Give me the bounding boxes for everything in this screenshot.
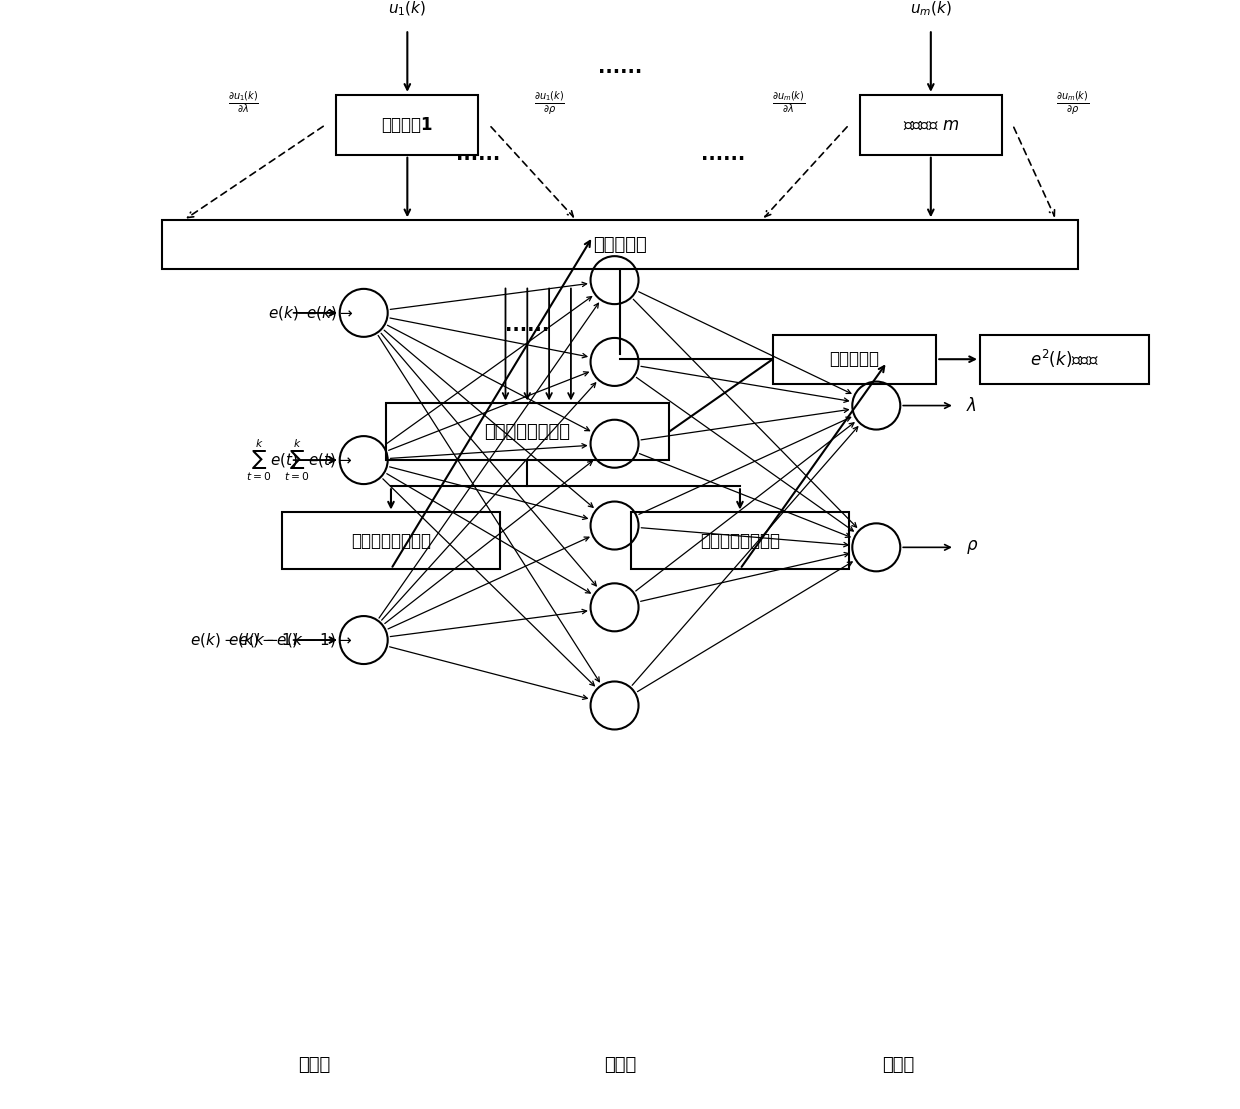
Text: $e(k)-e(k-1)$$\rightarrow$: $e(k)-e(k-1)$$\rightarrow$ [228, 631, 353, 649]
Text: 梯度信息集: 梯度信息集 [593, 236, 647, 254]
FancyBboxPatch shape [631, 512, 849, 569]
Text: $e(k)$: $e(k)$ [268, 304, 299, 322]
Text: $\frac{\partial u_1(k)}{\partial \lambda}$: $\frac{\partial u_1(k)}{\partial \lambda… [228, 90, 259, 116]
Text: $\sum_{t=0}^{k}e(t)$$\rightarrow$: $\sum_{t=0}^{k}e(t)$$\rightarrow$ [284, 437, 353, 482]
Text: 隐含层: 隐含层 [604, 1057, 636, 1075]
Text: $e(k)$$\rightarrow$: $e(k)$$\rightarrow$ [306, 304, 353, 322]
Text: 输入层: 输入层 [299, 1057, 331, 1075]
Text: ......: ...... [505, 316, 549, 335]
Text: $\frac{\partial u_m(k)}{\partial \rho}$: $\frac{\partial u_m(k)}{\partial \rho}$ [1056, 90, 1089, 116]
Text: $\frac{\partial u_1(k)}{\partial \rho}$: $\frac{\partial u_1(k)}{\partial \rho}$ [533, 90, 564, 116]
Text: 梯度下降法: 梯度下降法 [830, 350, 879, 368]
FancyBboxPatch shape [980, 335, 1149, 384]
FancyBboxPatch shape [773, 335, 936, 384]
Text: 系统误差反向传播: 系统误差反向传播 [485, 423, 570, 440]
FancyBboxPatch shape [336, 94, 479, 155]
Text: $u_m(k)$: $u_m(k)$ [910, 0, 952, 19]
Text: 更新输出层权系数: 更新输出层权系数 [699, 532, 780, 550]
Text: 梯度信息1: 梯度信息1 [382, 115, 433, 134]
FancyBboxPatch shape [386, 404, 670, 460]
Text: $\rho$: $\rho$ [966, 538, 978, 557]
Text: ......: ...... [702, 145, 745, 164]
Text: 梯度信息 $m$: 梯度信息 $m$ [903, 115, 959, 134]
FancyBboxPatch shape [162, 221, 1078, 269]
Text: $u_1(k)$: $u_1(k)$ [388, 0, 427, 19]
Text: $\sum_{t=0}^{k}e(t)$: $\sum_{t=0}^{k}e(t)$ [247, 437, 299, 482]
Text: 更新隐含层权系数: 更新隐含层权系数 [351, 532, 432, 550]
Text: $e^2(k)$最小化: $e^2(k)$最小化 [1030, 348, 1099, 370]
Text: $\frac{\partial u_m(k)}{\partial \lambda}$: $\frac{\partial u_m(k)}{\partial \lambda… [773, 90, 806, 116]
Text: 输出层: 输出层 [882, 1057, 914, 1075]
Text: $e(k)-e(k-1)$: $e(k)-e(k-1)$ [190, 631, 299, 649]
FancyBboxPatch shape [859, 94, 1002, 155]
Text: ......: ...... [598, 58, 642, 77]
Text: $\lambda$: $\lambda$ [966, 397, 977, 415]
FancyBboxPatch shape [281, 512, 500, 569]
Text: ......: ...... [456, 145, 501, 164]
